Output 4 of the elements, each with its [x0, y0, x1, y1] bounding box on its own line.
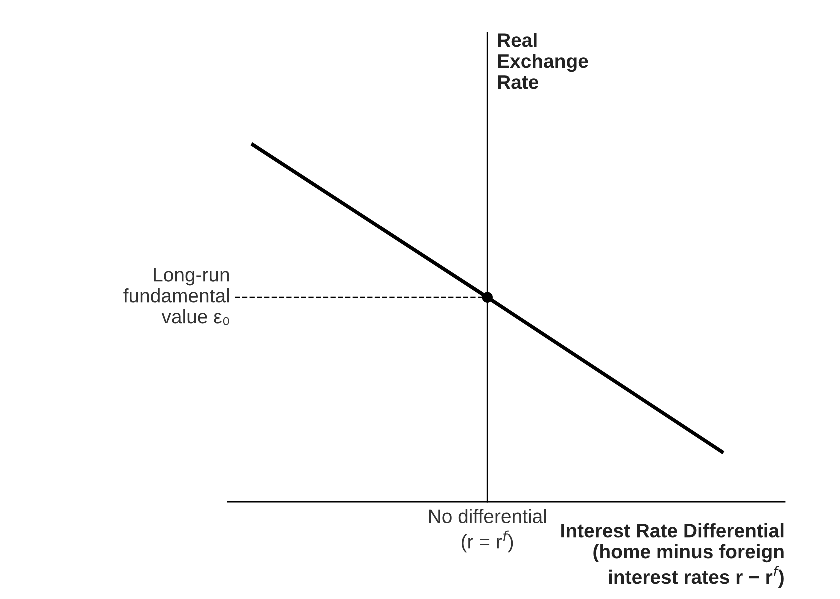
- x-axis-title: Interest Rate Differential (home minus foreign interest rates r − r$^{f}$): [562, 523, 784, 588]
- text: No differential (r = r$^{f}$): [429, 509, 546, 553]
- y-axis-title: Real Exchange Rate: [498, 33, 588, 90]
- ref-line-label: Long-run fundamental value ε₀: [124, 268, 230, 326]
